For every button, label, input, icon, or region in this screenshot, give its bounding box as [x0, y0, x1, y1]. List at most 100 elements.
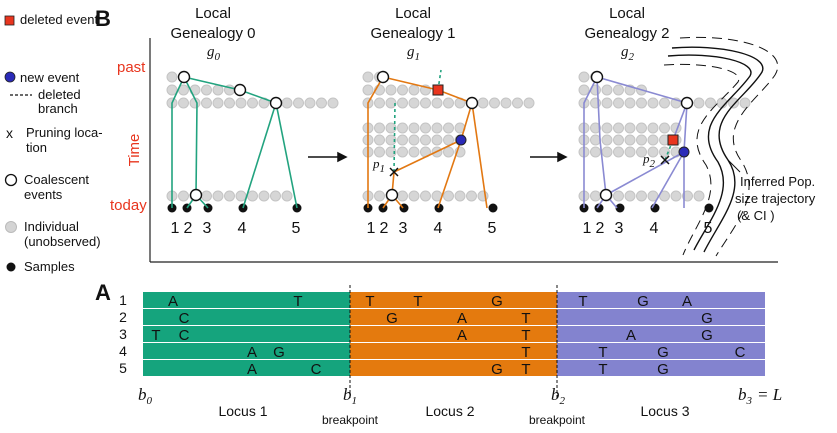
genealogies: [166, 69, 751, 213]
individual: [374, 146, 385, 158]
individual: [578, 84, 590, 96]
base: T: [521, 310, 530, 327]
individual: [408, 97, 420, 109]
individual: [659, 146, 670, 158]
sample: [434, 203, 444, 213]
base: T: [365, 293, 374, 310]
annotation: (& CI ): [737, 208, 775, 223]
boundary-label: b2: [551, 385, 566, 407]
boundary-label-subscript: 3: [746, 395, 753, 407]
individual: [613, 146, 624, 158]
individual: [235, 97, 247, 109]
sample-label: 4: [650, 220, 659, 237]
legend-label: tion: [26, 140, 47, 155]
svg-text:x: x: [6, 125, 13, 141]
branch: [275, 102, 298, 209]
base: C: [179, 327, 190, 344]
individual: [316, 97, 327, 109]
base: A: [626, 327, 636, 344]
branch: [596, 76, 607, 196]
individual: [374, 190, 385, 202]
row-label: 1: [119, 292, 127, 308]
individual: [659, 122, 670, 134]
individual: [408, 134, 420, 146]
branch: [651, 151, 685, 209]
individual: [362, 71, 374, 83]
individual: [431, 122, 443, 134]
boundary-label: b3 = L: [738, 385, 782, 407]
coalescent-event: [465, 96, 479, 110]
sample: [488, 203, 498, 213]
individual: [281, 97, 293, 109]
individual: [647, 122, 659, 134]
sequence-segment: [350, 309, 557, 325]
boundary-label-symbol: b: [343, 385, 352, 404]
coalescent-event: [590, 70, 604, 84]
breakpoint-label: breakpoint: [322, 413, 379, 427]
base: T: [578, 293, 587, 310]
branch: [239, 89, 277, 104]
pruning-label-symbol: p: [372, 156, 380, 171]
individual: [728, 97, 739, 109]
boundary-label-suffix: = L: [757, 385, 782, 404]
branch: [393, 139, 462, 173]
sample: [615, 203, 625, 213]
arrows: [308, 151, 568, 163]
individual: [613, 97, 624, 109]
individual: [647, 134, 659, 146]
individual: [166, 84, 178, 96]
individual: [281, 190, 293, 202]
legend-label: Pruning loca-: [26, 125, 103, 140]
base: G: [273, 344, 285, 361]
branch: [583, 76, 598, 208]
coalescent-event: [385, 188, 399, 202]
row-label: 2: [119, 309, 127, 325]
individual: [601, 134, 613, 146]
genealogy-symbol: g1: [407, 44, 420, 63]
individual: [578, 71, 590, 83]
new-event: [678, 146, 690, 158]
individual: [590, 134, 601, 146]
individual: [374, 122, 385, 134]
boundary-label: b0: [138, 385, 153, 407]
base: C: [179, 310, 190, 327]
genealogy-symbol-symbol: g: [621, 44, 629, 60]
individual: [601, 84, 613, 96]
base: T: [598, 361, 607, 378]
individual: [590, 146, 601, 158]
individual: [624, 134, 636, 146]
sample-label: 5: [292, 220, 301, 237]
base: G: [657, 361, 669, 378]
base: T: [293, 293, 302, 310]
coalescent-event: [233, 83, 247, 97]
time-title: Time: [126, 134, 143, 167]
individual: [523, 97, 535, 109]
genealogy-symbol-subscript: 1: [415, 51, 421, 63]
sequence-segment: [143, 309, 350, 325]
individual: [512, 97, 523, 109]
individual: [420, 190, 431, 202]
annotation: Inferred Pop.: [740, 174, 815, 189]
branch: [183, 76, 241, 91]
pruning-label-subscript: 2: [650, 158, 656, 170]
individual: [466, 190, 477, 202]
individual: [420, 122, 431, 134]
pruning-label: p1: [372, 156, 385, 175]
individual: [613, 134, 624, 146]
individual: [590, 122, 601, 134]
sample-label: 1: [583, 220, 592, 237]
trajectory: [663, 36, 778, 257]
base: T: [151, 327, 160, 344]
sequence-segment: [557, 292, 765, 308]
branch: [471, 102, 488, 209]
individual: [601, 146, 613, 158]
genealogy-symbol-subscript: 0: [215, 51, 221, 63]
individual: [374, 97, 385, 109]
genealogy-title: Local: [609, 5, 645, 22]
individual: [385, 97, 397, 109]
base: G: [637, 293, 649, 310]
individual: [304, 97, 316, 109]
genealogy-title: Local: [395, 5, 431, 22]
individual: [705, 97, 716, 109]
